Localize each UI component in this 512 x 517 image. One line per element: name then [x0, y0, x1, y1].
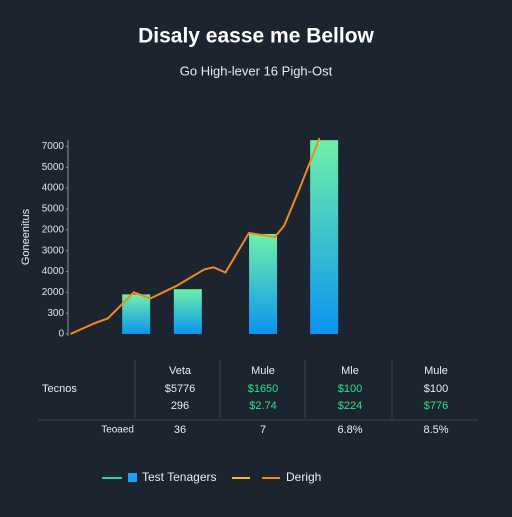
- y-tick-label: 7000: [42, 141, 65, 152]
- y-tick-label: 5000: [42, 204, 65, 215]
- cell: $1650: [248, 383, 279, 395]
- line: [69, 137, 321, 335]
- cell: $224: [338, 400, 362, 412]
- cell: $100: [338, 383, 362, 395]
- y-tick-label: 3000: [42, 245, 65, 256]
- y-tick-label: 300: [47, 308, 64, 319]
- chart-subtitle: Go High-lever 16 Pigh-Ost: [180, 63, 333, 78]
- bar: [173, 289, 202, 334]
- column-header: Mule: [424, 365, 448, 377]
- cell: 7: [260, 424, 266, 436]
- row-label: Tecnos: [42, 383, 77, 395]
- y-tick-label: 2000: [42, 224, 65, 235]
- legend-label: Test Tenagers: [142, 470, 217, 484]
- y-tick-label: 2000: [42, 287, 65, 298]
- cell: 6.8%: [337, 424, 362, 436]
- cell: 8.5%: [423, 424, 448, 436]
- legend: Test Tenagers Derigh: [102, 470, 321, 484]
- legend-swatch: [128, 473, 137, 482]
- row-label: Teoaed: [101, 425, 134, 436]
- column-header: Mule: [251, 365, 275, 377]
- bar: [249, 233, 278, 334]
- column-header: Mle: [341, 365, 359, 377]
- table: Veta Mule Mle Mule Tecnos $5776 $1650 $100 $100 2…: [38, 360, 478, 436]
- cell: $776: [424, 400, 448, 412]
- y-tick-label: 5000: [42, 162, 65, 173]
- y-axis-label: Goneenitus: [20, 208, 32, 265]
- bar: [310, 140, 339, 334]
- y-tick-label: 4000: [42, 183, 65, 194]
- legend-label: Derigh: [286, 470, 321, 484]
- cell: $100: [424, 383, 448, 395]
- bar: [122, 294, 151, 334]
- column-header: Veta: [169, 365, 192, 377]
- cell: 296: [171, 400, 189, 412]
- cell: 36: [174, 424, 186, 436]
- y-tick-label: 4000: [42, 266, 65, 277]
- y-tick-label: 0: [58, 329, 64, 340]
- cell: $2.74: [249, 400, 277, 412]
- cell: $5776: [165, 383, 196, 395]
- chart-title: Disaly easse me Bellow: [138, 25, 374, 48]
